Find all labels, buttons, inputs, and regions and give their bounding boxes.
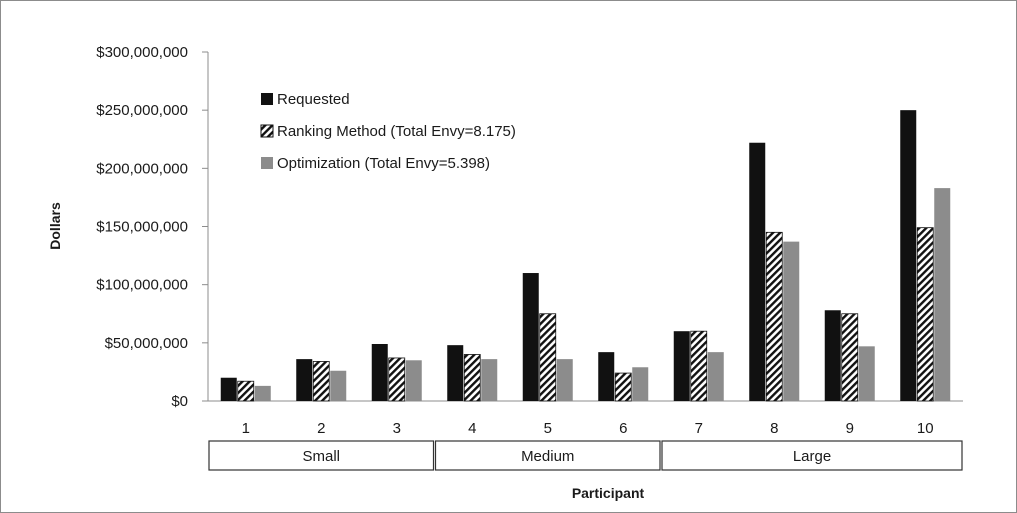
bar-series-2-participant-1	[237, 380, 255, 402]
bar-series-3-participant-8	[783, 241, 800, 401]
bar-series-1-participant-8	[749, 142, 766, 402]
x-tick-label: 4	[468, 420, 476, 437]
x-axis: 1 2 3 4 5 6 7 8 9 10	[208, 400, 963, 437]
bar-series-1-participant-3	[371, 343, 388, 401]
bar-series-1-participant-4	[447, 345, 464, 401]
bar-series-3-participant-2	[330, 370, 347, 401]
bar-series-2-participant-5	[539, 313, 557, 402]
bar-series-2-participant-3	[388, 357, 406, 402]
group-label: Medium	[521, 448, 574, 465]
group-box	[434, 440, 661, 471]
bar-series-2-participant-8	[765, 231, 783, 402]
legend-swatch	[261, 93, 273, 105]
group-label: Large	[793, 448, 831, 465]
bar-series-1-participant-7	[673, 331, 690, 401]
bar-series-1-participant-9	[824, 310, 841, 401]
legend-label: Optimization (Total Envy=5.398)	[277, 155, 490, 172]
x-tick-label: 6	[619, 420, 627, 437]
bar-series-2-participant-4	[463, 354, 481, 402]
group-label: Small	[302, 448, 340, 465]
bar-series-3-participant-1	[254, 385, 271, 401]
x-tick-label: 8	[770, 420, 778, 437]
bars	[220, 110, 951, 402]
bar-series-2-participant-9	[841, 313, 859, 402]
bar-series-2-participant-10	[916, 227, 934, 402]
y-tick-label: $200,000,000	[96, 160, 188, 177]
bar-series-1-participant-6	[598, 352, 615, 401]
x-tick-label: 5	[544, 420, 552, 437]
group-box	[208, 440, 435, 471]
x-tick-label: 3	[393, 420, 401, 437]
y-tick-label: $50,000,000	[105, 335, 188, 352]
bar-series-2-participant-6	[614, 372, 632, 402]
y-tick-label: $300,000,000	[96, 44, 188, 61]
bar-series-3-participant-10	[934, 188, 951, 401]
y-axis-title: Dollars	[47, 202, 63, 250]
bar-series-1-participant-1	[220, 377, 237, 401]
x-tick-label: 2	[317, 420, 325, 437]
bar-series-3-participant-5	[556, 359, 573, 401]
legend-swatch	[261, 157, 273, 169]
legend-label: Requested	[277, 91, 350, 108]
category-groups: Small Medium Large	[208, 440, 963, 471]
x-tick-label: 1	[242, 420, 250, 437]
bar-series-3-participant-4	[481, 359, 498, 401]
x-tick-label: 7	[695, 420, 703, 437]
x-axis-title: Participant	[572, 485, 645, 501]
y-tick-label: $150,000,000	[96, 219, 188, 236]
bar-series-1-participant-5	[522, 273, 539, 401]
x-tick-label: 10	[917, 420, 934, 437]
bar-series-3-participant-3	[405, 360, 422, 401]
x-tick-label: 9	[846, 420, 854, 437]
y-tick-label: $0	[171, 393, 188, 410]
bar-series-2-participant-2	[312, 361, 330, 402]
legend-label: Ranking Method (Total Envy=8.175)	[277, 123, 516, 140]
legend-swatch	[260, 124, 274, 138]
bar-series-3-participant-7	[707, 352, 724, 401]
legend: Requested Ranking Method (Total Envy=8.17…	[260, 91, 516, 172]
y-axis: $0 $50,000,000 $100,000,000 $150,000,000 $20…	[96, 44, 209, 410]
bar-series-3-participant-9	[858, 346, 875, 401]
y-tick-label: $100,000,000	[96, 277, 188, 294]
bar-series-2-participant-7	[690, 330, 708, 402]
bar-series-3-participant-6	[632, 367, 649, 401]
group-box	[661, 440, 963, 471]
bar-series-1-participant-10	[900, 110, 917, 402]
bar-series-1-participant-2	[296, 359, 313, 401]
y-tick-label: $250,000,000	[96, 102, 188, 119]
